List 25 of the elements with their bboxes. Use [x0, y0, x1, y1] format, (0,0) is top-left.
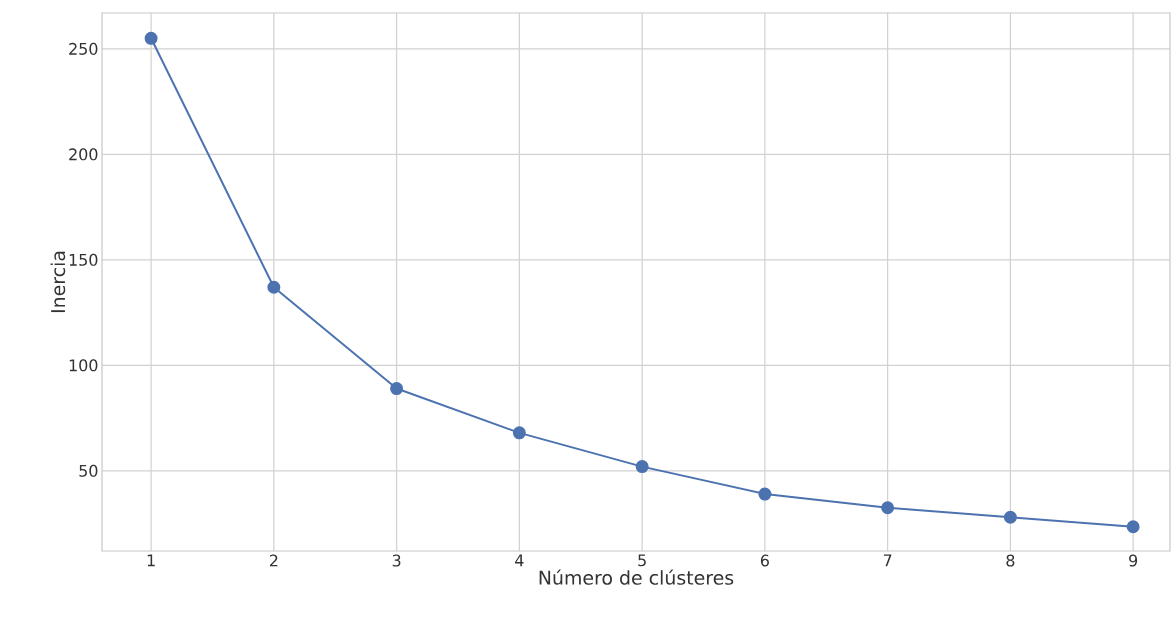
point — [390, 382, 404, 396]
x-tick-label: 2 — [269, 554, 278, 567]
point — [881, 501, 895, 515]
point — [1003, 510, 1017, 524]
point — [635, 460, 649, 474]
y-tick-label: 100 — [69, 359, 98, 372]
x-tick-label: 8 — [1006, 554, 1015, 567]
x-axis-title: Número de clústeres — [539, 569, 734, 585]
x-tick-label: 5 — [638, 554, 646, 567]
point — [758, 487, 772, 501]
point — [512, 426, 526, 440]
x-tick-label: 1 — [147, 554, 155, 567]
x-tick-label: 4 — [515, 554, 524, 567]
x-tick-label: 7 — [883, 554, 892, 567]
x-tick-label: 9 — [1129, 554, 1138, 567]
point — [267, 280, 281, 294]
y-axis-title: Inercia — [50, 251, 66, 313]
y-tick-label: 50 — [79, 464, 98, 477]
y-tick-label: 200 — [69, 148, 98, 161]
y-tick-label: 250 — [69, 42, 98, 55]
point — [1126, 520, 1140, 534]
x-tick-label: 6 — [760, 554, 769, 567]
point — [144, 31, 158, 45]
y-tick-label: 150 — [69, 253, 98, 266]
x-tick-label: 3 — [392, 554, 401, 567]
